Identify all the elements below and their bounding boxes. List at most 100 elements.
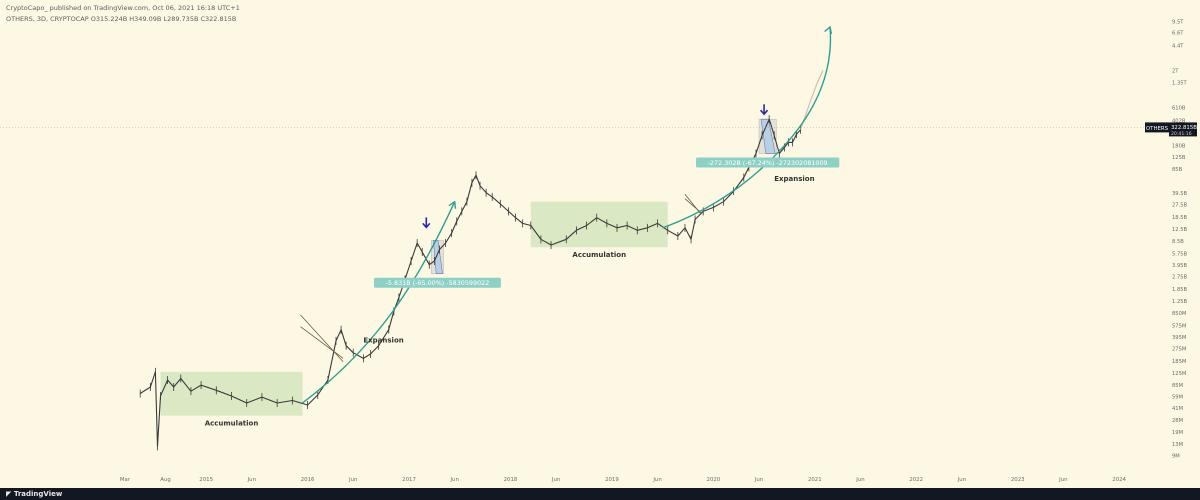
drawdown-band	[760, 118, 776, 154]
time-tick-label: Jun	[957, 477, 966, 483]
price-tick-label: 18.5B	[1172, 215, 1188, 221]
price-tick-label: 125B	[1172, 155, 1186, 161]
time-tick-label: Jun	[1058, 477, 1067, 483]
price-tick-label: 59M	[1172, 395, 1183, 401]
brand-name: TradingView	[13, 490, 63, 498]
time-tick-label: 2023	[1011, 477, 1025, 483]
accumulation-zone	[530, 201, 668, 248]
expansion-curve	[662, 26, 832, 229]
measurement-label: -272.302B (-67.24%) -272302081009	[708, 159, 828, 167]
time-tick-label: Jun	[449, 477, 458, 483]
symbol-tag-box	[1145, 122, 1169, 133]
tradingview-logo[interactable]: ◤ TradingView	[6, 488, 62, 500]
footer-bar: ◤ TradingView	[0, 488, 1200, 500]
expansion-arrowhead	[824, 25, 833, 35]
trendline	[684, 198, 702, 214]
expansion-arrowhead	[448, 200, 457, 209]
price-tick-label: 2T	[1172, 68, 1179, 74]
expansion-curve	[302, 201, 456, 404]
time-tick-label: 2024	[1112, 477, 1126, 483]
symbol-name: OTHERS, 3D, CRYPTOCAP	[6, 15, 89, 23]
time-tick-label: 2017	[402, 477, 416, 483]
price-tick-label: 610B	[1172, 106, 1186, 112]
price-tick-label: 13M	[1172, 442, 1183, 448]
price-tick-label: 395M	[1172, 335, 1186, 341]
price-tick-label: 1.85B	[1172, 287, 1188, 293]
price-tick-label: 19M	[1172, 430, 1183, 436]
time-tick-label: 2015	[199, 477, 213, 483]
price-tag-value: 322.815B	[1171, 125, 1197, 131]
price-tick-label: 185M	[1172, 359, 1186, 365]
expansion-curves: Expansion Expansion	[302, 25, 833, 404]
price-tick-label: 4.4T	[1172, 44, 1184, 50]
accumulation-zones: Accumulation Accumulation	[160, 201, 668, 428]
price-tick-label: 3.95B	[1172, 263, 1188, 269]
price-tag-box	[1169, 122, 1197, 137]
price-tick-label: 125M	[1172, 371, 1186, 377]
time-axis[interactable]: Mar Aug 2015 Jun 2016 Jun 2017 Jun 2018 Jun 2019 Ju…	[120, 477, 1127, 483]
price-tick-label: 275M	[1172, 346, 1186, 352]
time-tick-label: Aug	[160, 477, 171, 483]
price-tick-label: 27.5B	[1172, 202, 1188, 208]
triangle-patterns	[300, 194, 702, 362]
time-tick-label: 2021	[808, 477, 822, 483]
expansion-label: Expansion	[363, 337, 403, 345]
price-tick-label: 9.5T	[1172, 20, 1184, 26]
price-tick-label: 12.5B	[1172, 227, 1188, 233]
trendline	[300, 326, 344, 359]
tv-logo-icon: ◤	[6, 490, 12, 498]
time-tick-label: Jun	[855, 477, 864, 483]
time-tick-label: 2018	[504, 477, 518, 483]
symbol-tag-label: OTHERS	[1146, 126, 1169, 132]
accumulation-label: Accumulation	[572, 251, 626, 259]
time-tick-label: Mar	[120, 477, 131, 483]
price-tick-label: 1.35T	[1172, 81, 1188, 87]
price-line	[139, 118, 802, 447]
time-tick-label: 2022	[909, 477, 923, 483]
price-tick-label: 2.75B	[1172, 274, 1188, 280]
high-value: H349.09B	[129, 15, 162, 23]
price-tick-label: 575M	[1172, 323, 1186, 329]
price-tag-countdown: 20:41:16	[1171, 131, 1192, 137]
price-tick-label: 8.5B	[1172, 239, 1184, 245]
down-arrow-icon	[422, 217, 431, 229]
price-tick-label: 41M	[1172, 406, 1183, 412]
measurement-label-box	[695, 157, 840, 168]
price-tick-label: 85M	[1172, 383, 1183, 389]
price-tick-label: 1.25B	[1172, 299, 1188, 305]
measurement-label: -5.831B (-65.00%) -5830599022	[386, 279, 490, 287]
price-tick-label: 28M	[1172, 418, 1183, 424]
measurement-labels: -5.831B (-65.00%) -5830599022 -272.302B (…	[373, 157, 840, 288]
time-tick-label: Jun	[247, 477, 256, 483]
time-tick-label: Jun	[348, 477, 357, 483]
projection-line	[800, 70, 824, 130]
time-tick-label: 2016	[301, 477, 315, 483]
price-tick-label: 85B	[1172, 167, 1183, 173]
low-value: L289.735B	[163, 15, 199, 23]
time-tick-label: Jun	[551, 477, 560, 483]
down-arrow-icon	[759, 104, 769, 116]
price-axis[interactable]: 9.5T 6.6T 4.4T 2T 1.35T 610B 402B 180B 125B 85B 39…	[1172, 20, 1188, 460]
expansion-label: Expansion	[774, 175, 814, 183]
symbol-info: OTHERS, 3D, CRYPTOCAP O315.224B H349.09B…	[6, 15, 236, 23]
down-arrows	[422, 104, 769, 229]
trendline	[300, 314, 344, 362]
measurement-label-box	[373, 277, 501, 288]
time-tick-label: Jun	[652, 477, 661, 483]
price-tick-label: 402B	[1172, 119, 1186, 125]
time-tick-label: Jun	[754, 477, 763, 483]
accumulation-label: Accumulation	[205, 420, 259, 428]
price-tick-label: 180B	[1172, 144, 1186, 150]
time-tick-label: 2020	[707, 477, 721, 483]
price-axis-background	[1165, 0, 1200, 488]
time-tick-label: 2019	[605, 477, 619, 483]
open-value: O315.224B	[90, 15, 128, 23]
price-tick-label: 6.6T	[1172, 31, 1184, 37]
publish-info: CryptoCapo_ published on TradingView.com…	[6, 4, 240, 12]
close-value: C322.815B	[200, 15, 237, 23]
trendline	[684, 194, 702, 215]
price-tick-label: 850M	[1172, 311, 1186, 317]
price-tick-label: 5.75B	[1172, 251, 1188, 257]
